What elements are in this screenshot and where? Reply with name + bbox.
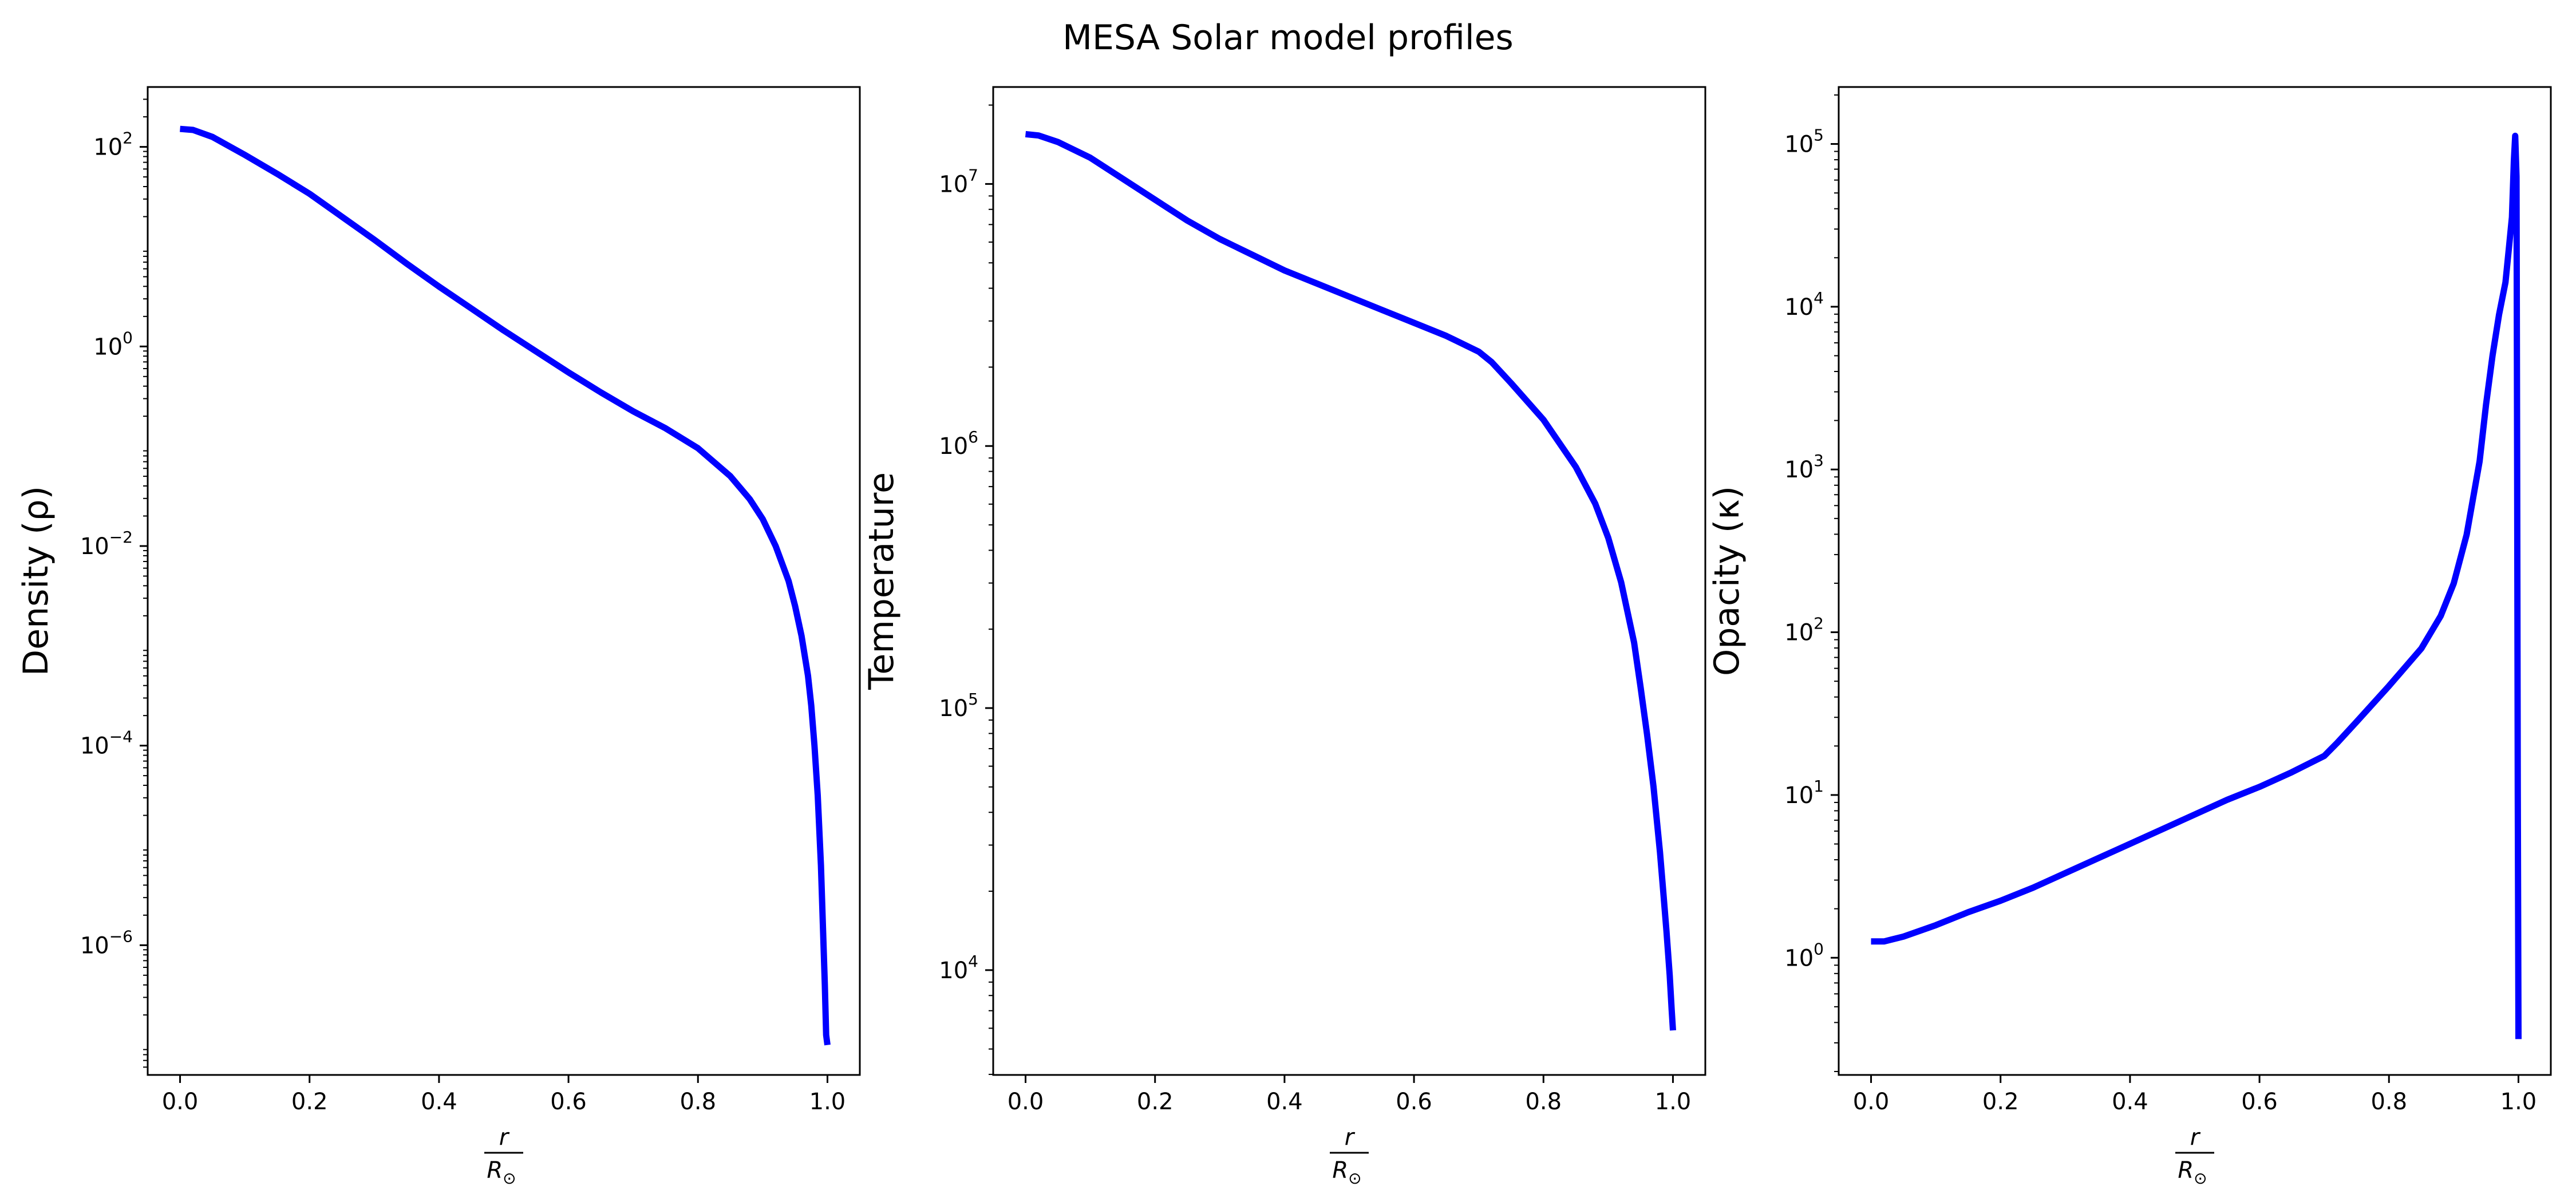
- density-ytick-label: 10−6: [80, 927, 133, 959]
- temperature-ytick-exponent: 6: [968, 428, 978, 446]
- temperature-ytick-label: 104: [939, 952, 978, 984]
- opacity-ytick-exponent: 1: [1814, 777, 1824, 796]
- opacity-xtick-label: 0.6: [2241, 1089, 2278, 1115]
- opacity-ytick-base: 10: [1784, 294, 1814, 321]
- density-ytick-label: 102: [93, 129, 133, 161]
- opacity-xtick-label: 0.4: [2112, 1089, 2148, 1115]
- temperature-xtick-label: 0.4: [1266, 1089, 1303, 1115]
- temperature-xtick-label: 0.8: [1525, 1089, 1562, 1115]
- temperature-ytick-base: 10: [939, 695, 968, 722]
- temperature-ytick-label: 106: [939, 428, 978, 460]
- density-xtick-label: 0.2: [291, 1089, 328, 1115]
- density-ytick-base: 10: [80, 932, 109, 959]
- density-xtick-label: 0.0: [162, 1089, 199, 1115]
- opacity-ytick-label: 101: [1784, 777, 1824, 809]
- density-xtick-label: 0.6: [550, 1089, 587, 1115]
- opacity-ytick-exponent: 0: [1814, 939, 1824, 958]
- opacity-ytick-exponent: 4: [1814, 288, 1824, 307]
- density-axes-frame: [147, 86, 861, 1076]
- opacity-xtick-label: 0.8: [2370, 1089, 2407, 1115]
- density-ytick-label: 100: [93, 328, 133, 360]
- opacity-ytick-base: 10: [1784, 945, 1814, 971]
- opacity-axes-frame: [1838, 86, 2552, 1076]
- density-profile-line: [180, 125, 831, 1046]
- density-axes: 0.0 0.2 0.4 0.6 0.8 1.010210010−210−410−6Dens…: [16, 86, 861, 1188]
- opacity-ytick-base: 10: [1784, 457, 1814, 483]
- density-ytick-base: 10: [80, 733, 109, 760]
- density-xlabel-numerator: r: [499, 1124, 510, 1150]
- opacity-xlabel-denominator: R⊙: [2178, 1157, 2207, 1188]
- temperature-ytick-exponent: 4: [968, 952, 978, 971]
- opacity-ylabel: Opacity (κ): [1707, 486, 1747, 676]
- temperature-ytick-exponent: 5: [968, 690, 978, 709]
- temperature-xtick-label: 0.6: [1396, 1089, 1432, 1115]
- temperature-axes-frame: [992, 86, 1706, 1076]
- temperature-profile-line: [1025, 131, 1676, 1031]
- temperature-ytick-base: 10: [939, 171, 968, 197]
- opacity-xlabel-den-base: R: [2178, 1157, 2194, 1184]
- opacity-ytick-label: 102: [1784, 614, 1824, 646]
- temperature-ytick-label: 105: [939, 690, 978, 722]
- density-xlabel-denominator: R⊙: [487, 1157, 516, 1188]
- temperature-xlabel-denominator: R⊙: [1332, 1157, 1361, 1188]
- density-ylabel: Density (ρ): [16, 486, 56, 676]
- opacity-ytick-label: 105: [1784, 126, 1824, 158]
- density-ytick-base: 10: [80, 533, 109, 560]
- density-xtick-label: 1.0: [809, 1089, 846, 1115]
- density-xtick-label: 0.8: [679, 1089, 716, 1115]
- temperature-xtick-label: 0.2: [1137, 1089, 1174, 1115]
- density-ytick-exponent: 2: [123, 129, 133, 148]
- density-xlabel-den-base: R: [487, 1157, 503, 1184]
- temperature-xtick-label: 1.0: [1655, 1089, 1692, 1115]
- temperature-xtick-label: 0.0: [1008, 1089, 1044, 1115]
- temperature-ylabel: Temperature: [862, 472, 902, 690]
- figure-suptitle: MESA Solar model profiles: [1062, 18, 1514, 58]
- density-ytick-base: 10: [93, 135, 123, 161]
- density-xtick-label: 0.4: [421, 1089, 457, 1115]
- opacity-ytick-base: 10: [1784, 132, 1814, 158]
- density-ytick-exponent: −2: [109, 528, 133, 547]
- temperature-axes: 0.0 0.2 0.4 0.6 0.8 1.0107106105104Temperatur…: [862, 86, 1706, 1188]
- density-ytick-exponent: −6: [109, 927, 133, 946]
- opacity-profile-line: [1871, 132, 2522, 1039]
- opacity-ytick-exponent: 3: [1814, 451, 1824, 470]
- temperature-ytick-label: 107: [939, 165, 978, 197]
- temperature-ytick-base: 10: [939, 958, 968, 984]
- opacity-ytick-label: 100: [1784, 939, 1824, 971]
- opacity-ytick-base: 10: [1784, 782, 1814, 809]
- temperature-ytick-exponent: 7: [968, 165, 978, 184]
- density-xlabel-den-sub: ⊙: [503, 1169, 516, 1188]
- opacity-xtick-label: 0.0: [1853, 1089, 1890, 1115]
- opacity-axes: 0.0 0.2 0.4 0.6 0.8 1.0105104103102101100Opac…: [1707, 86, 2552, 1188]
- density-ytick-label: 10−4: [80, 727, 133, 760]
- opacity-xlabel-numerator: r: [2190, 1124, 2201, 1150]
- opacity-ytick-base: 10: [1784, 620, 1814, 646]
- opacity-ytick-label: 104: [1784, 288, 1824, 321]
- temperature-ytick-base: 10: [939, 433, 968, 460]
- opacity-ytick-exponent: 2: [1814, 614, 1824, 633]
- density-ytick-exponent: 0: [123, 328, 133, 347]
- opacity-ytick-label: 103: [1784, 451, 1824, 483]
- opacity-xtick-label: 1.0: [2500, 1089, 2537, 1115]
- density-ytick-exponent: −4: [109, 727, 133, 746]
- temperature-xlabel-den-base: R: [1332, 1157, 1348, 1184]
- opacity-ytick-exponent: 5: [1814, 126, 1824, 145]
- opacity-xtick-label: 0.2: [1982, 1089, 2019, 1115]
- density-ytick-label: 10−2: [80, 528, 133, 560]
- temperature-xlabel-numerator: r: [1345, 1124, 1356, 1150]
- temperature-xlabel-den-sub: ⊙: [1348, 1169, 1361, 1188]
- opacity-xlabel-den-sub: ⊙: [2194, 1169, 2207, 1188]
- density-ytick-base: 10: [93, 334, 123, 360]
